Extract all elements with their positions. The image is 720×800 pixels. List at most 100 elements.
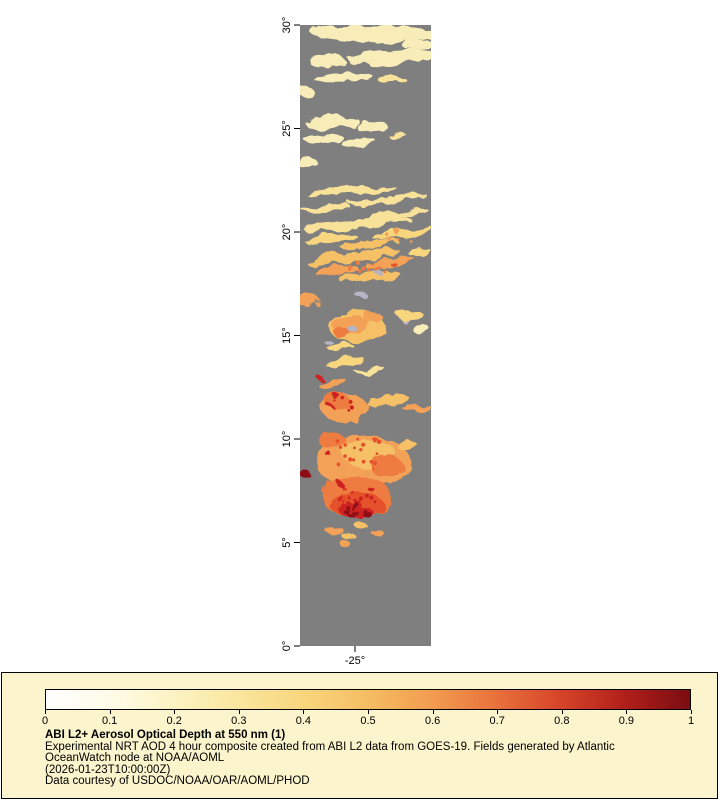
aerosol-plume — [300, 87, 314, 96]
aerosol-speckle — [396, 238, 400, 242]
aerosol-speckle — [353, 446, 356, 450]
aerosol-speckle — [348, 400, 353, 404]
aerosol-speckle — [369, 459, 374, 464]
colorbar-tick-mark — [238, 710, 240, 714]
aerosol-plume — [355, 522, 368, 530]
aerosol-speckle — [361, 459, 366, 464]
aerosol-speckle — [378, 266, 382, 270]
aerosol-plume — [316, 378, 348, 388]
colorbar-tick-label: 0.3 — [231, 715, 247, 727]
colorbar-tick-label: 0.8 — [554, 715, 570, 727]
aerosol-speckle — [352, 458, 356, 462]
y-tick-label: 15° — [281, 327, 293, 344]
aerosol-speckle — [369, 495, 374, 500]
aerosol-plume — [363, 208, 430, 220]
aerosol-speckle — [358, 269, 362, 274]
colorbar-tick-mark — [626, 710, 628, 714]
aerosol-plume — [324, 339, 333, 345]
aerosol-speckle — [346, 506, 351, 511]
y-tick-label: 0° — [281, 641, 293, 652]
aerosol-speckle — [372, 263, 375, 266]
map-panel: 30° 25° 20° 15° 10° 5° 0° -25° — [281, 16, 431, 667]
aerosol-plume — [373, 270, 382, 275]
aerosol-speckle — [349, 405, 354, 410]
aerosol-plume — [327, 403, 333, 408]
colorbar-tick-labels: 0 0.1 0.2 0.3 0.4 0.5 0.6 0.7 0.8 0.9 1 — [42, 710, 695, 728]
aerosol-speckle — [344, 488, 347, 491]
aerosol-plume — [390, 261, 397, 267]
colorbar-tick-label: 0.1 — [101, 715, 118, 727]
aerosol-speckle — [361, 442, 366, 447]
colorbar-tick-mark — [45, 710, 46, 714]
aerosol-plume — [347, 326, 359, 333]
aerosol-plume — [313, 265, 360, 276]
colorbar-tick-mark — [174, 710, 176, 714]
aerosol-speckle — [340, 496, 343, 499]
aerosol-plume — [300, 159, 319, 169]
colorbar-tick-label: 0.7 — [489, 715, 505, 727]
aerosol-plume — [303, 233, 358, 244]
aerosol-speckle — [343, 454, 347, 458]
aerosol-plume — [300, 295, 320, 306]
colorbar-tick-mark — [432, 710, 434, 714]
aerosol-plume — [327, 343, 354, 351]
aerosol-plume — [325, 526, 344, 535]
colorbar-tick-mark — [303, 710, 305, 714]
aerosol-speckle — [383, 270, 387, 274]
legend-panel: 0 0.1 0.2 0.3 0.4 0.5 0.6 0.7 0.8 0.9 1 ABI L2+ Ae… — [1, 672, 718, 799]
aerosol-speckle — [347, 408, 351, 412]
colorbar — [45, 689, 691, 710]
aerosol-speckle — [343, 443, 347, 447]
aerosol-plume — [398, 442, 420, 453]
aerosol-plume — [340, 239, 399, 250]
y-tick-label: 30° — [281, 17, 293, 34]
colorbar-tick-mark — [368, 710, 369, 714]
aerosol-speckle — [354, 502, 359, 507]
aerosol-plume — [334, 328, 351, 339]
aerosol-speckle — [351, 491, 354, 494]
aerosol-plume — [305, 185, 397, 196]
aerosol-plume — [305, 115, 360, 129]
aerosol-plume — [369, 455, 403, 477]
aerosol-plume — [305, 249, 401, 265]
aerosol-speckle — [356, 437, 360, 441]
aerosol-speckle — [359, 448, 363, 452]
aerosol-plume — [338, 270, 401, 283]
legend-title: ABI L2+ Aerosol Optical Depth at 550 nm … — [45, 729, 286, 741]
aerosol-speckle — [352, 505, 356, 509]
aerosol-speckle — [396, 229, 400, 233]
aerosol-plume — [407, 248, 431, 256]
aerosol-speckle — [373, 500, 377, 504]
aerosol-speckle — [367, 508, 371, 512]
aerosol-speckle — [342, 500, 345, 503]
aerosol-speckle — [338, 445, 343, 449]
x-tick-label: -25° — [345, 655, 365, 667]
aerosol-speckle — [375, 452, 379, 455]
colorbar-tick-mark — [497, 710, 499, 714]
aerosol-plume — [397, 311, 425, 320]
colorbar-tick-label: 0.9 — [618, 715, 635, 727]
aerosol-plume — [341, 138, 377, 148]
aerosol-speckle — [337, 497, 342, 502]
aerosol-plume — [316, 375, 323, 380]
aerosol-speckle — [373, 461, 377, 466]
aerosol-speckle — [336, 462, 341, 467]
aerosol-speckle — [372, 467, 375, 470]
colorbar-tick-label: 1 — [687, 715, 695, 727]
aerosol-plume — [307, 55, 345, 66]
aerosol-speckle — [374, 267, 378, 271]
aerosol-plume — [365, 257, 415, 270]
aerosol-plume — [327, 453, 334, 458]
aerosol-speckle — [346, 501, 351, 506]
y-tick-label: 5° — [281, 537, 293, 548]
aerosol-speckle — [355, 260, 360, 265]
aerosol-plume — [349, 194, 428, 206]
y-tick-label: 25° — [281, 120, 293, 137]
aerosol-plume — [365, 396, 411, 405]
aerosol-speckle — [332, 394, 337, 399]
aerosol-plume — [335, 479, 342, 486]
aerosol-plume — [355, 121, 389, 132]
aerosol-plume — [411, 325, 431, 333]
aerosol-speckle — [384, 232, 389, 236]
legend-credit: Data courtesy of USDOC/NOAA/OAR/AOML/PHO… — [45, 775, 310, 788]
